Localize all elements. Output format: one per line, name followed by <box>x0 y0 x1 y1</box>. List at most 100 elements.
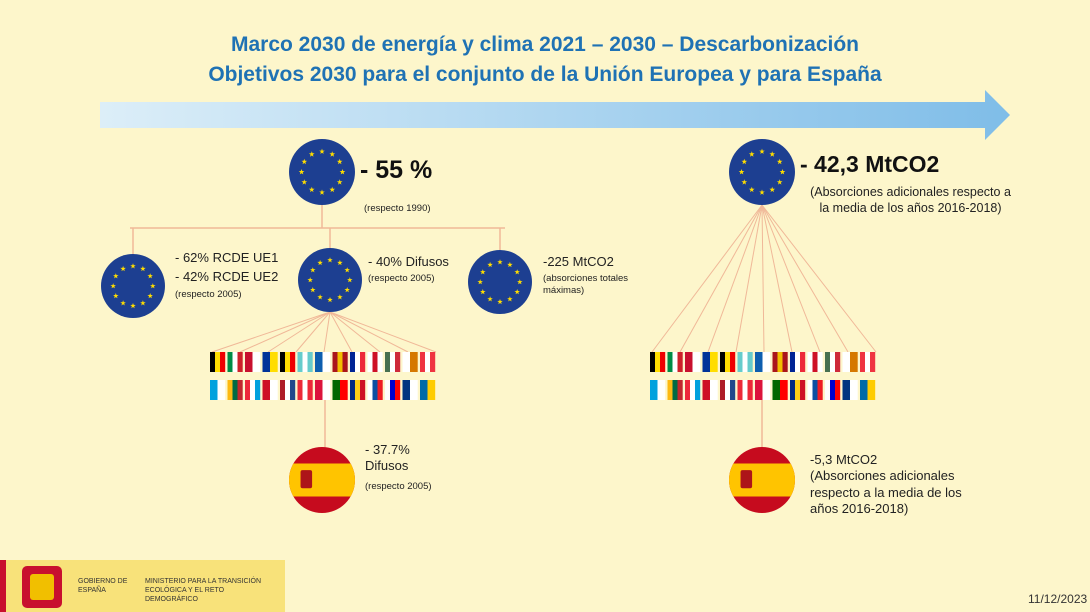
flag-stripe <box>737 352 743 372</box>
flag-stripe <box>755 352 763 372</box>
emblem-disc <box>468 250 532 314</box>
flag-stripe <box>285 352 291 372</box>
flag-stripe <box>385 380 391 400</box>
flag-stripe <box>377 352 383 372</box>
star <box>339 169 346 175</box>
flag-stripe <box>772 380 781 400</box>
flag-stripe <box>250 380 256 400</box>
star <box>776 158 783 165</box>
flag-stripe <box>835 352 841 372</box>
flag-stripe <box>860 352 866 372</box>
flag-stripe <box>360 352 366 372</box>
title: Marco 2030 de energía y clima 2021 – 203… <box>230 33 859 56</box>
star <box>301 158 308 165</box>
flag-stripe <box>237 380 243 400</box>
flag-stripe <box>210 380 218 400</box>
star <box>337 259 343 266</box>
ministry: MINISTERIO PARA LA TRANSICIÓN ECOLÓGICA … <box>145 578 262 603</box>
flag-stripe <box>430 352 436 372</box>
line: - 37.7% <box>365 442 410 457</box>
flag-stripe <box>742 352 748 372</box>
connectors <box>130 205 763 447</box>
star <box>497 299 503 305</box>
star <box>337 294 343 300</box>
star <box>307 277 313 283</box>
flag-stripe <box>720 352 726 372</box>
flag-stripe <box>667 380 673 400</box>
flag-stripe <box>777 352 783 372</box>
flag-stripe <box>650 380 658 400</box>
flag-stripe <box>280 380 286 400</box>
fan-line <box>761 204 849 353</box>
fan-line <box>329 311 381 353</box>
star <box>319 148 325 154</box>
fan-lines <box>211 204 877 353</box>
flag-stripe <box>702 352 711 372</box>
branch: -225 MtCO2 (absorciones totales máximas) <box>543 254 643 297</box>
star <box>147 293 153 299</box>
flag-stripe <box>322 380 331 400</box>
flag-stripe <box>237 352 243 372</box>
star <box>310 287 316 293</box>
flag-stripe <box>217 380 226 400</box>
flag-stripe <box>772 352 778 372</box>
star <box>776 179 783 185</box>
flag-stripe <box>685 380 691 400</box>
member-flags <box>650 352 876 400</box>
flag-stripe <box>742 380 748 400</box>
flag-stripe <box>367 352 373 372</box>
flag-stripe <box>790 352 796 372</box>
star <box>759 189 765 195</box>
spain-target: -5,3 MtCO2 (Absorciones adicionales resp… <box>810 452 980 517</box>
flag-stripe <box>262 380 271 400</box>
flag-stripe <box>850 380 858 400</box>
flag-stripe <box>360 380 366 400</box>
flag-stripe <box>302 380 308 400</box>
flag-stripe <box>215 352 221 372</box>
flag-stripe <box>245 380 251 400</box>
spain-emblem <box>289 447 355 513</box>
fan-line <box>679 204 763 353</box>
star <box>748 186 755 193</box>
flag-stripe <box>427 380 436 400</box>
flag-stripe <box>690 380 696 400</box>
flag-stripe <box>262 352 271 372</box>
value: -5,3 MtCO2 <box>810 452 878 467</box>
star <box>517 279 523 285</box>
note: (respecto 2005) <box>175 288 242 300</box>
flag-stripe <box>747 380 753 400</box>
star <box>329 186 336 193</box>
flag-stripe <box>812 380 818 400</box>
fan-line <box>329 311 353 353</box>
flag-stripe <box>817 380 823 400</box>
flag-stripe <box>367 380 373 400</box>
flag-stripe <box>307 380 313 400</box>
flag-stripe <box>825 352 831 372</box>
flag-stripe <box>672 380 678 400</box>
line: -225 MtCO2 <box>543 254 614 269</box>
note: (respecto 2005) <box>368 273 435 285</box>
coat-of-arms <box>22 566 62 608</box>
flag-stripe <box>725 352 731 372</box>
fan-line <box>707 204 763 353</box>
eu-target: - 42,3 MtCO2 <box>800 151 940 177</box>
flag-stripe <box>657 380 666 400</box>
flag-stripe <box>280 352 286 372</box>
flag-stripe <box>342 352 348 372</box>
star <box>514 289 520 295</box>
fan-line <box>761 204 765 353</box>
flag-stripe <box>390 352 396 372</box>
flag-stripe <box>332 380 341 400</box>
star <box>480 289 486 295</box>
flag-stripe <box>807 380 813 400</box>
star <box>329 151 336 157</box>
star <box>319 189 325 195</box>
eu-emblem <box>289 139 355 205</box>
flag-stripe <box>710 380 718 400</box>
flag-stripe <box>307 352 313 372</box>
flag-stripe <box>865 352 871 372</box>
flag-stripe <box>795 380 801 400</box>
flag-stripe <box>245 352 253 372</box>
